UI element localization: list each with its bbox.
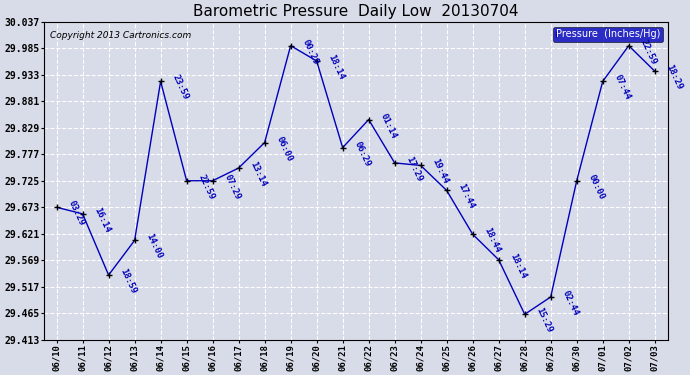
Text: 18:59: 18:59 [118,267,138,295]
Text: 15:29: 15:29 [535,306,554,334]
Text: 18:14: 18:14 [326,53,346,81]
Text: 17:44: 17:44 [456,183,476,211]
Text: 00:00: 00:00 [586,173,606,201]
Text: 17:29: 17:29 [404,155,424,183]
Text: 18:14: 18:14 [509,252,528,280]
Text: 23:59: 23:59 [170,74,190,102]
Text: 16:14: 16:14 [92,206,112,234]
Text: 00:29: 00:29 [300,38,320,66]
Title: Barometric Pressure  Daily Low  20130704: Barometric Pressure Daily Low 20130704 [193,4,518,19]
Text: Copyright 2013 Cartronics.com: Copyright 2013 Cartronics.com [50,31,191,40]
Text: 14:00: 14:00 [144,232,164,261]
Text: 06:29: 06:29 [353,140,372,168]
Text: 07:29: 07:29 [222,173,242,201]
Text: 22:59: 22:59 [197,173,216,201]
Legend: Pressure  (Inches/Hg): Pressure (Inches/Hg) [553,27,663,42]
Text: 06:00: 06:00 [275,135,294,163]
Text: 13:14: 13:14 [248,160,268,188]
Text: 01:14: 01:14 [378,112,398,140]
Text: 07:44: 07:44 [613,74,632,102]
Text: 18:29: 18:29 [664,63,684,92]
Text: 22:59: 22:59 [638,38,658,66]
Text: 19:44: 19:44 [431,158,450,186]
Text: 03:29: 03:29 [66,199,86,228]
Text: 18:44: 18:44 [482,226,502,255]
Text: 02:44: 02:44 [560,289,580,317]
